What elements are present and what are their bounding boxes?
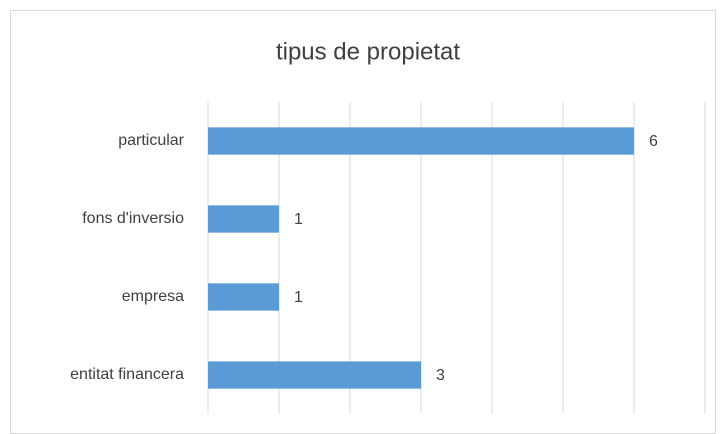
data-label: 3 — [436, 367, 445, 384]
bar — [208, 127, 634, 155]
data-label: 1 — [294, 211, 303, 228]
data-label: 6 — [649, 133, 658, 150]
bar — [208, 361, 421, 389]
data-label: 1 — [294, 289, 303, 306]
y-tick-label: empresa — [122, 288, 184, 305]
bar — [208, 283, 279, 311]
y-tick-label: fons d'inversio — [82, 210, 184, 227]
y-tick-label: particular — [118, 132, 184, 149]
bar — [208, 205, 279, 233]
chart-title: tipus de propietat — [276, 38, 460, 65]
y-tick-label: entitat financera — [70, 366, 184, 383]
